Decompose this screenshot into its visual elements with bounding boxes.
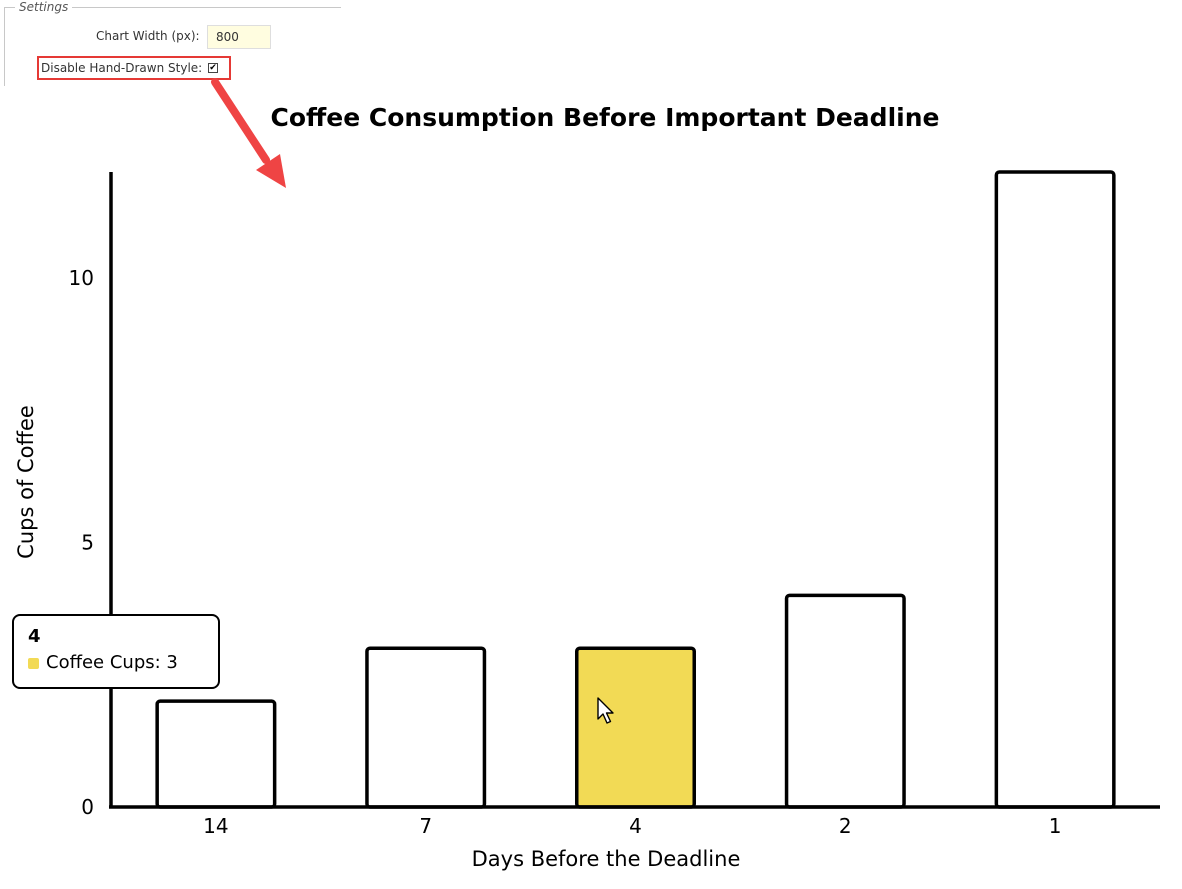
y-tick-label: 5 <box>81 530 94 554</box>
mouse-cursor-icon <box>597 697 614 724</box>
tooltip-row: Coffee Cups: 3 <box>28 652 204 674</box>
tooltip-series-label: Coffee Cups: 3 <box>46 652 178 673</box>
bar-1[interactable] <box>994 170 1116 809</box>
tooltip-title: 4 <box>28 626 41 647</box>
x-tick-label-14: 14 <box>203 814 228 838</box>
disable-hand-drawn-label: Disable Hand-Drawn Style: <box>41 61 203 75</box>
y-axis-ticks: 0 5 10 <box>69 266 94 819</box>
chart-width-label: Chart Width (px): <box>96 29 200 43</box>
bar-7[interactable] <box>365 646 487 809</box>
y-tick-label: 10 <box>69 266 94 290</box>
settings-panel: Settings Chart Width (px): Disable Hand-… <box>4 0 341 86</box>
bar-tooltip: 4 Coffee Cups: 3 <box>12 614 220 689</box>
arrow-head <box>256 154 286 188</box>
x-axis-label: Days Before the Deadline <box>472 847 741 871</box>
arrow-shaft <box>211 78 270 164</box>
x-tick-label-1: 1 <box>1049 814 1062 838</box>
x-tick-label-2: 2 <box>839 814 852 838</box>
disable-hand-drawn-checkbox[interactable]: ✔ <box>208 63 218 73</box>
settings-legend: Settings <box>15 0 73 15</box>
chart-title: Coffee Consumption Before Important Dead… <box>271 103 940 132</box>
chart-width-input[interactable] <box>207 25 271 49</box>
bar-14[interactable] <box>155 699 277 809</box>
y-tick-label: 0 <box>81 795 94 819</box>
tooltip-color-swatch <box>28 657 39 669</box>
checkbox-highlight-box <box>37 56 231 80</box>
bar-4[interactable] <box>575 646 696 809</box>
y-axis-label: Cups of Coffee <box>14 405 38 559</box>
bars <box>155 170 1116 809</box>
annotation-arrow <box>211 78 286 188</box>
x-tick-label-7: 7 <box>419 814 432 838</box>
check-mark-icon: ✔ <box>209 63 217 73</box>
x-tick-label-4: 4 <box>629 814 642 838</box>
x-axis-ticks: 14 7 4 2 1 <box>203 814 1061 838</box>
bar-2[interactable] <box>784 593 906 809</box>
